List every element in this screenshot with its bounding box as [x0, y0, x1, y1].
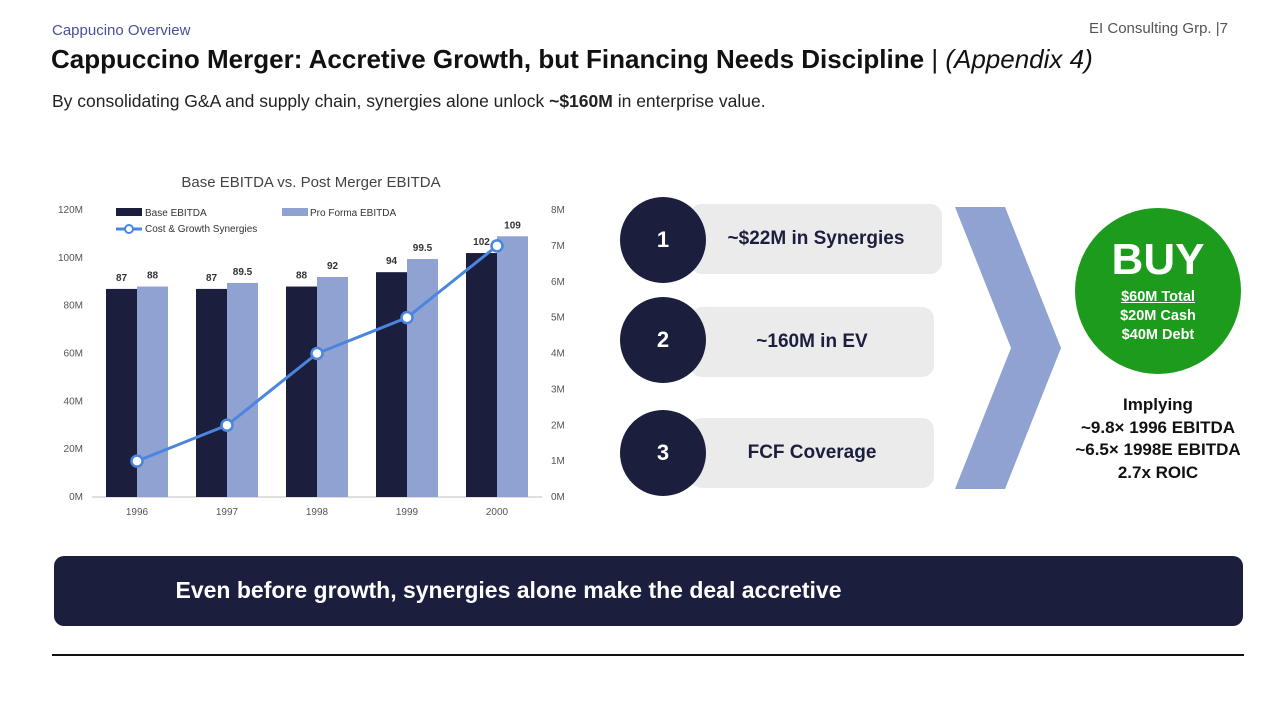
x-tick-label: 2000 [486, 507, 509, 518]
firm-page-label: EI Consulting Grp. |7 [1089, 20, 1228, 37]
x-tick-label: 1999 [396, 507, 419, 518]
implying-1996-multiple: ~9.8× 1996 EBITDA [1080, 417, 1236, 437]
title-separator: | [931, 44, 939, 74]
takeaway-banner: Even before growth, synergies alone make… [54, 556, 1243, 626]
point-label-2: ~160M in EV [756, 331, 868, 352]
bar-base-ebitda [466, 253, 497, 497]
y2-tick-label: 0M [551, 492, 565, 503]
x-tick-label: 1997 [216, 507, 239, 518]
data-label-pro-forma: 109 [504, 220, 521, 231]
point-label-1: ~$22M in Synergies [727, 228, 905, 249]
synergies-point [400, 310, 414, 325]
subtitle-pre: By consolidating G&A and supply chain, s… [52, 91, 550, 111]
data-label-base: 94 [386, 256, 398, 267]
buy-total: $60M Total [1121, 289, 1195, 305]
subtitle-post: in enterprise value. [612, 91, 766, 111]
y2-tick-label: 8M [551, 205, 565, 216]
legend-swatch-pro-forma [282, 208, 308, 216]
buy-verdict: BUY [1111, 235, 1205, 284]
bar-pro-forma-ebitda [317, 276, 348, 497]
chevron-arrow-icon [955, 207, 1061, 489]
bottom-divider [52, 654, 1244, 656]
chart-title: Base EBITDA vs. Post Merger EBITDA [181, 174, 440, 191]
y2-tick-label: 5M [551, 313, 565, 324]
y2-tick-label: 2M [551, 420, 565, 431]
point-pill-3: FCF Coverage [690, 418, 934, 488]
point-pill-2: ~160M in EV [690, 307, 934, 377]
y-tick-label: 40M [64, 396, 83, 407]
y2-tick-label: 3M [551, 384, 565, 395]
legend-marker-synergies [124, 224, 134, 234]
x-tick-label: 1998 [306, 507, 329, 518]
implying-heading: Implying [1123, 395, 1193, 414]
bar-pro-forma-ebitda [227, 282, 258, 497]
x-tick-label: 1996 [126, 507, 149, 518]
point-number-3: 3 [620, 410, 706, 496]
point-number-1-text: 1 [656, 227, 670, 252]
buy-cash: $20M Cash [1120, 308, 1196, 324]
takeaway-text: Even before growth, synergies alone make… [175, 577, 842, 603]
slide-title: Cappuccino Merger: Accretive Growth, but… [51, 44, 1093, 75]
point-number-2: 2 [620, 297, 706, 383]
bar-base-ebitda [286, 286, 317, 497]
legend-label-base: Base EBITDA [145, 208, 207, 219]
bar-base-ebitda [196, 288, 227, 497]
data-label-pro-forma: 89.5 [233, 267, 253, 278]
buy-recommendation-badge: BUY $60M Total $20M Cash $40M Debt [1075, 208, 1241, 374]
section-label: Cappucino Overview [52, 22, 191, 39]
legend-label-pro-forma: Pro Forma EBITDA [310, 208, 396, 219]
point-number-1: 1 [620, 197, 706, 283]
data-label-base: 102 [473, 237, 490, 248]
point-number-3-text: 3 [656, 440, 670, 465]
data-label-base: 87 [206, 273, 218, 284]
data-label-pro-forma: 99.5 [413, 243, 433, 254]
implying-roic: 2.7x ROIC [1117, 462, 1199, 482]
synergies-point [490, 239, 504, 253]
y-tick-label: 0M [69, 492, 83, 503]
y2-tick-label: 1M [551, 456, 565, 467]
y-tick-label: 120M [58, 205, 83, 216]
title-appendix: (Appendix 4) [945, 44, 1093, 74]
implying-1998-multiple: ~6.5× 1998E EBITDA [1075, 440, 1241, 459]
data-label-base: 87 [116, 273, 128, 284]
point-pill-1: ~$22M in Synergies [690, 204, 942, 274]
ebitda-chart: Base EBITDA vs. Post Merger EBITDA 0M 20M 4… [58, 174, 565, 518]
y2-tick-label: 4M [551, 349, 565, 360]
synergies-point [130, 454, 144, 468]
data-label-base: 88 [296, 271, 308, 282]
synergies-point [310, 346, 324, 361]
bar-pro-forma-ebitda [497, 236, 528, 497]
buy-debt: $40M Debt [1121, 327, 1195, 343]
implying-metrics: Implying ~9.8× 1996 EBITDA ~6.5× 1998E E… [1060, 394, 1256, 484]
slide-subtitle: By consolidating G&A and supply chain, s… [52, 91, 766, 112]
title-main: Cappuccino Merger: Accretive Growth, but… [51, 44, 925, 74]
y-tick-label: 60M [64, 349, 83, 360]
y2-tick-label: 7M [551, 241, 565, 252]
data-label-pro-forma: 92 [327, 261, 339, 272]
bar-base-ebitda [376, 272, 407, 497]
y2-tick-label: 6M [551, 277, 565, 288]
y-tick-label: 80M [64, 301, 83, 312]
synergies-point [220, 418, 234, 432]
point-label-3: FCF Coverage [747, 442, 877, 463]
y-tick-label: 20M [64, 444, 83, 455]
subtitle-highlight: ~$160M [549, 91, 613, 111]
data-label-pro-forma: 88 [147, 271, 159, 282]
legend-label-synergies: Cost & Growth Synergies [145, 224, 257, 235]
point-number-2-text: 2 [656, 327, 670, 352]
y-tick-label: 100M [58, 253, 83, 264]
legend-swatch-base [116, 208, 142, 216]
